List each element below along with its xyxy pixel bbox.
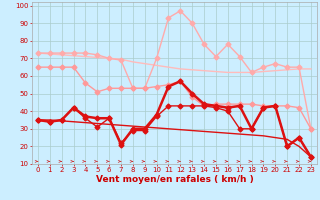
X-axis label: Vent moyen/en rafales ( km/h ): Vent moyen/en rafales ( km/h ) [96,175,253,184]
